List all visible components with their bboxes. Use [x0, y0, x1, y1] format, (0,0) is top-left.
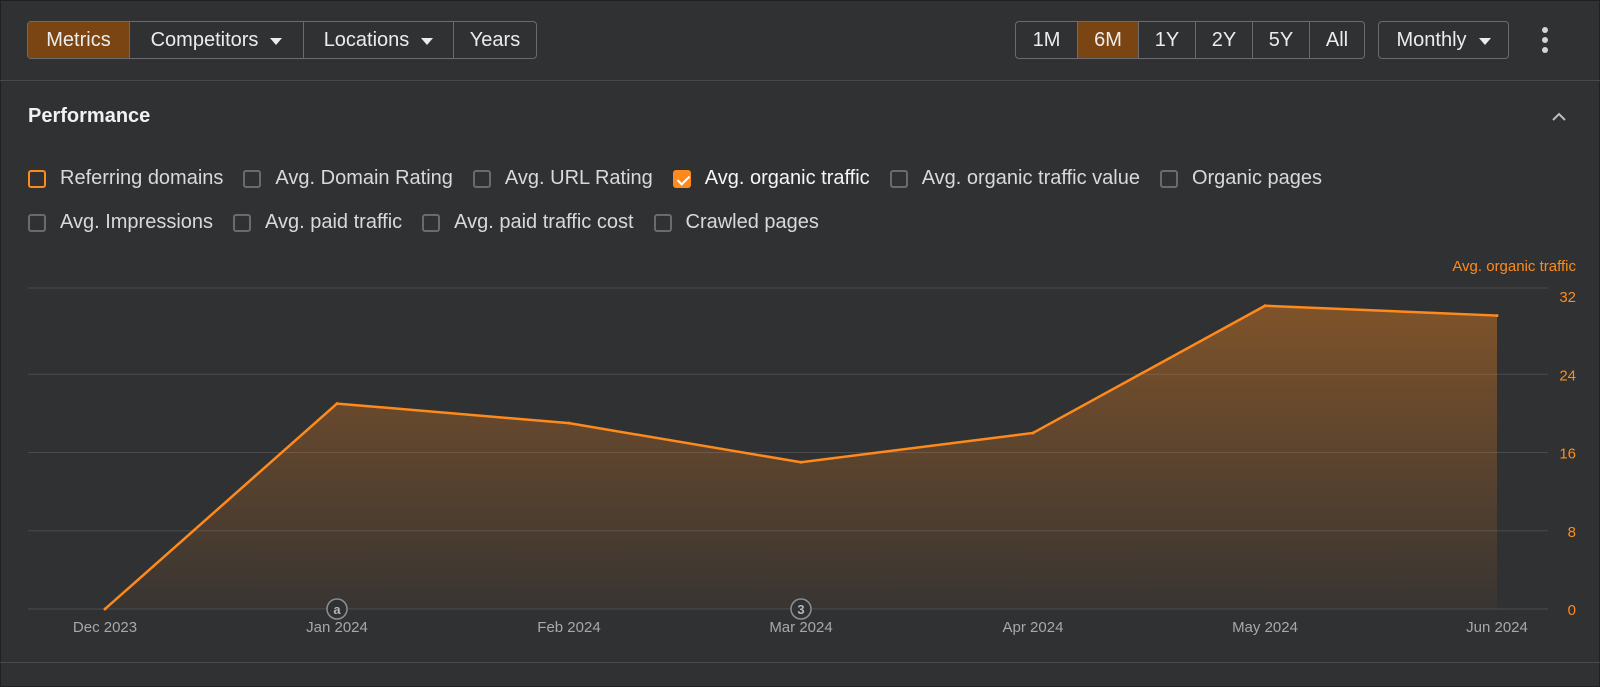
metric-label: Avg. paid traffic	[265, 211, 403, 233]
x-tick-label: Jan 2024	[306, 619, 368, 636]
range-5y-button[interactable]: 5Y	[1253, 22, 1310, 58]
checkbox-icon	[28, 169, 46, 188]
tab-years[interactable]: Years	[454, 22, 536, 58]
checkbox-icon	[653, 213, 672, 232]
metric-label: Avg. paid traffic cost	[454, 211, 634, 233]
range-6m-button[interactable]: 6M	[1078, 22, 1139, 58]
x-tick-label: Feb 2024	[537, 619, 600, 636]
metric-checkbox-avg-url-rating[interactable]: Avg. URL Rating	[472, 167, 653, 190]
range-all-button[interactable]: All	[1325, 28, 1349, 51]
annotation-marker[interactable]: a	[326, 598, 348, 620]
annotation-label: 3	[797, 602, 804, 617]
checkbox-checked-icon	[672, 169, 691, 188]
caret-down-icon	[1478, 37, 1491, 45]
tab-competitors[interactable]: Competitors	[130, 22, 304, 58]
y-axis-title: Avg. organic traffic	[1452, 258, 1576, 275]
y-tick-label: 8	[1568, 524, 1576, 541]
data-point[interactable]	[1031, 431, 1035, 435]
x-tick-label: May 2024	[1232, 619, 1298, 636]
x-tick-label: Jun 2024	[1466, 619, 1528, 636]
checkbox-icon	[422, 213, 441, 232]
toolbar: Metrics Competitors Locations Years 1M 6M 1Y 2…	[0, 0, 1600, 81]
metric-label: Avg. organic traffic value	[921, 167, 1140, 189]
metric-checkbox-avg-organic-traffic[interactable]: Avg. organic traffic	[672, 167, 870, 190]
data-point[interactable]	[799, 460, 803, 464]
y-tick-label: 32	[1559, 289, 1576, 306]
metric-label: Avg. URL Rating	[504, 167, 653, 189]
metric-label: Avg. organic traffic	[704, 167, 870, 189]
annotation-label: a	[333, 602, 341, 617]
metric-checkbox-avg-impressions[interactable]: Avg. Impressions	[28, 211, 213, 234]
checkbox-icon	[28, 213, 46, 232]
series-line-segment	[1031, 304, 1267, 435]
checkbox-icon	[233, 213, 252, 232]
data-point[interactable]	[335, 402, 339, 406]
metrics-row-1: Referring domains Avg. Domain Rating Avg. …	[28, 167, 1342, 190]
interval-dropdown[interactable]: Monthly	[1378, 21, 1509, 59]
tab-label: Metrics	[46, 28, 111, 51]
performance-chart: Avg. organic traffic 0 8 16 24 32 Dec 2023 Jan …	[28, 258, 1576, 636]
metric-label: Crawled pages	[685, 211, 819, 233]
y-tick-label: 16	[1559, 446, 1576, 463]
date-range-selector: 1M 6M 1Y 2Y 5Y All	[1015, 21, 1365, 59]
checkbox-icon	[889, 169, 908, 188]
annotation-marker[interactable]: 3	[790, 598, 812, 620]
y-tick-label: 0	[1568, 602, 1576, 619]
tab-label: Years	[469, 28, 521, 51]
y-tick-label: 24	[1559, 367, 1576, 384]
series-line-segment	[335, 402, 571, 425]
more-options-icon[interactable]	[1539, 27, 1551, 53]
metric-label: Organic pages	[1191, 167, 1323, 189]
checkbox-icon	[472, 169, 491, 188]
metric-checkbox-crawled-pages[interactable]: Crawled pages	[653, 211, 819, 234]
tab-label: Competitors	[150, 28, 259, 51]
metric-checkbox-avg-paid-traffic[interactable]: Avg. paid traffic	[233, 211, 402, 234]
metric-label: Referring domains	[60, 167, 224, 189]
metric-checkbox-referring-domains[interactable]: Referring domains	[28, 167, 223, 190]
divider	[0, 662, 1600, 663]
range-1m-button[interactable]: 1M	[1016, 22, 1078, 58]
series-line-segment	[799, 431, 1035, 464]
series-area	[105, 305, 1497, 609]
tab-locations[interactable]: Locations	[304, 22, 454, 58]
series-line-segment	[567, 421, 803, 464]
range-1y-button[interactable]: 1Y	[1139, 22, 1196, 58]
caret-down-icon	[270, 37, 283, 45]
checkbox-icon	[1159, 169, 1178, 188]
series-line-segment	[1263, 304, 1499, 317]
metrics-row-2: Avg. Impressions Avg. paid traffic Avg. pa…	[28, 211, 839, 234]
view-tabs: Metrics Competitors Locations Years	[27, 21, 537, 59]
metric-checkbox-avg-domain-rating[interactable]: Avg. Domain Rating	[243, 167, 453, 190]
series-line-segment	[103, 402, 339, 611]
metric-label: Avg. Domain Rating	[275, 167, 453, 189]
checkbox-icon	[243, 169, 262, 188]
section-title: Performance	[28, 105, 151, 127]
data-point[interactable]	[567, 421, 571, 425]
tab-metrics[interactable]: Metrics	[28, 22, 130, 58]
metric-checkbox-avg-paid-traffic-cost[interactable]: Avg. paid traffic cost	[422, 211, 634, 234]
metric-checkbox-avg-organic-traffic-value[interactable]: Avg. organic traffic value	[889, 167, 1140, 190]
data-point[interactable]	[1495, 314, 1499, 318]
data-point[interactable]	[1263, 304, 1267, 308]
interval-button[interactable]: Monthly	[1379, 22, 1508, 58]
data-point[interactable]	[103, 607, 107, 611]
metric-checkbox-organic-pages[interactable]: Organic pages	[1159, 167, 1323, 190]
caret-down-icon	[421, 37, 434, 45]
tab-label: Locations	[323, 28, 410, 51]
x-tick-label: Apr 2024	[1003, 619, 1064, 636]
interval-label: Monthly	[1396, 28, 1467, 51]
metric-label: Avg. Impressions	[60, 211, 214, 233]
x-tick-label: Dec 2023	[73, 619, 137, 636]
x-tick-label: Mar 2024	[769, 619, 832, 636]
chevron-up-icon[interactable]	[1552, 110, 1566, 124]
range-2y-button[interactable]: 2Y	[1196, 22, 1253, 58]
